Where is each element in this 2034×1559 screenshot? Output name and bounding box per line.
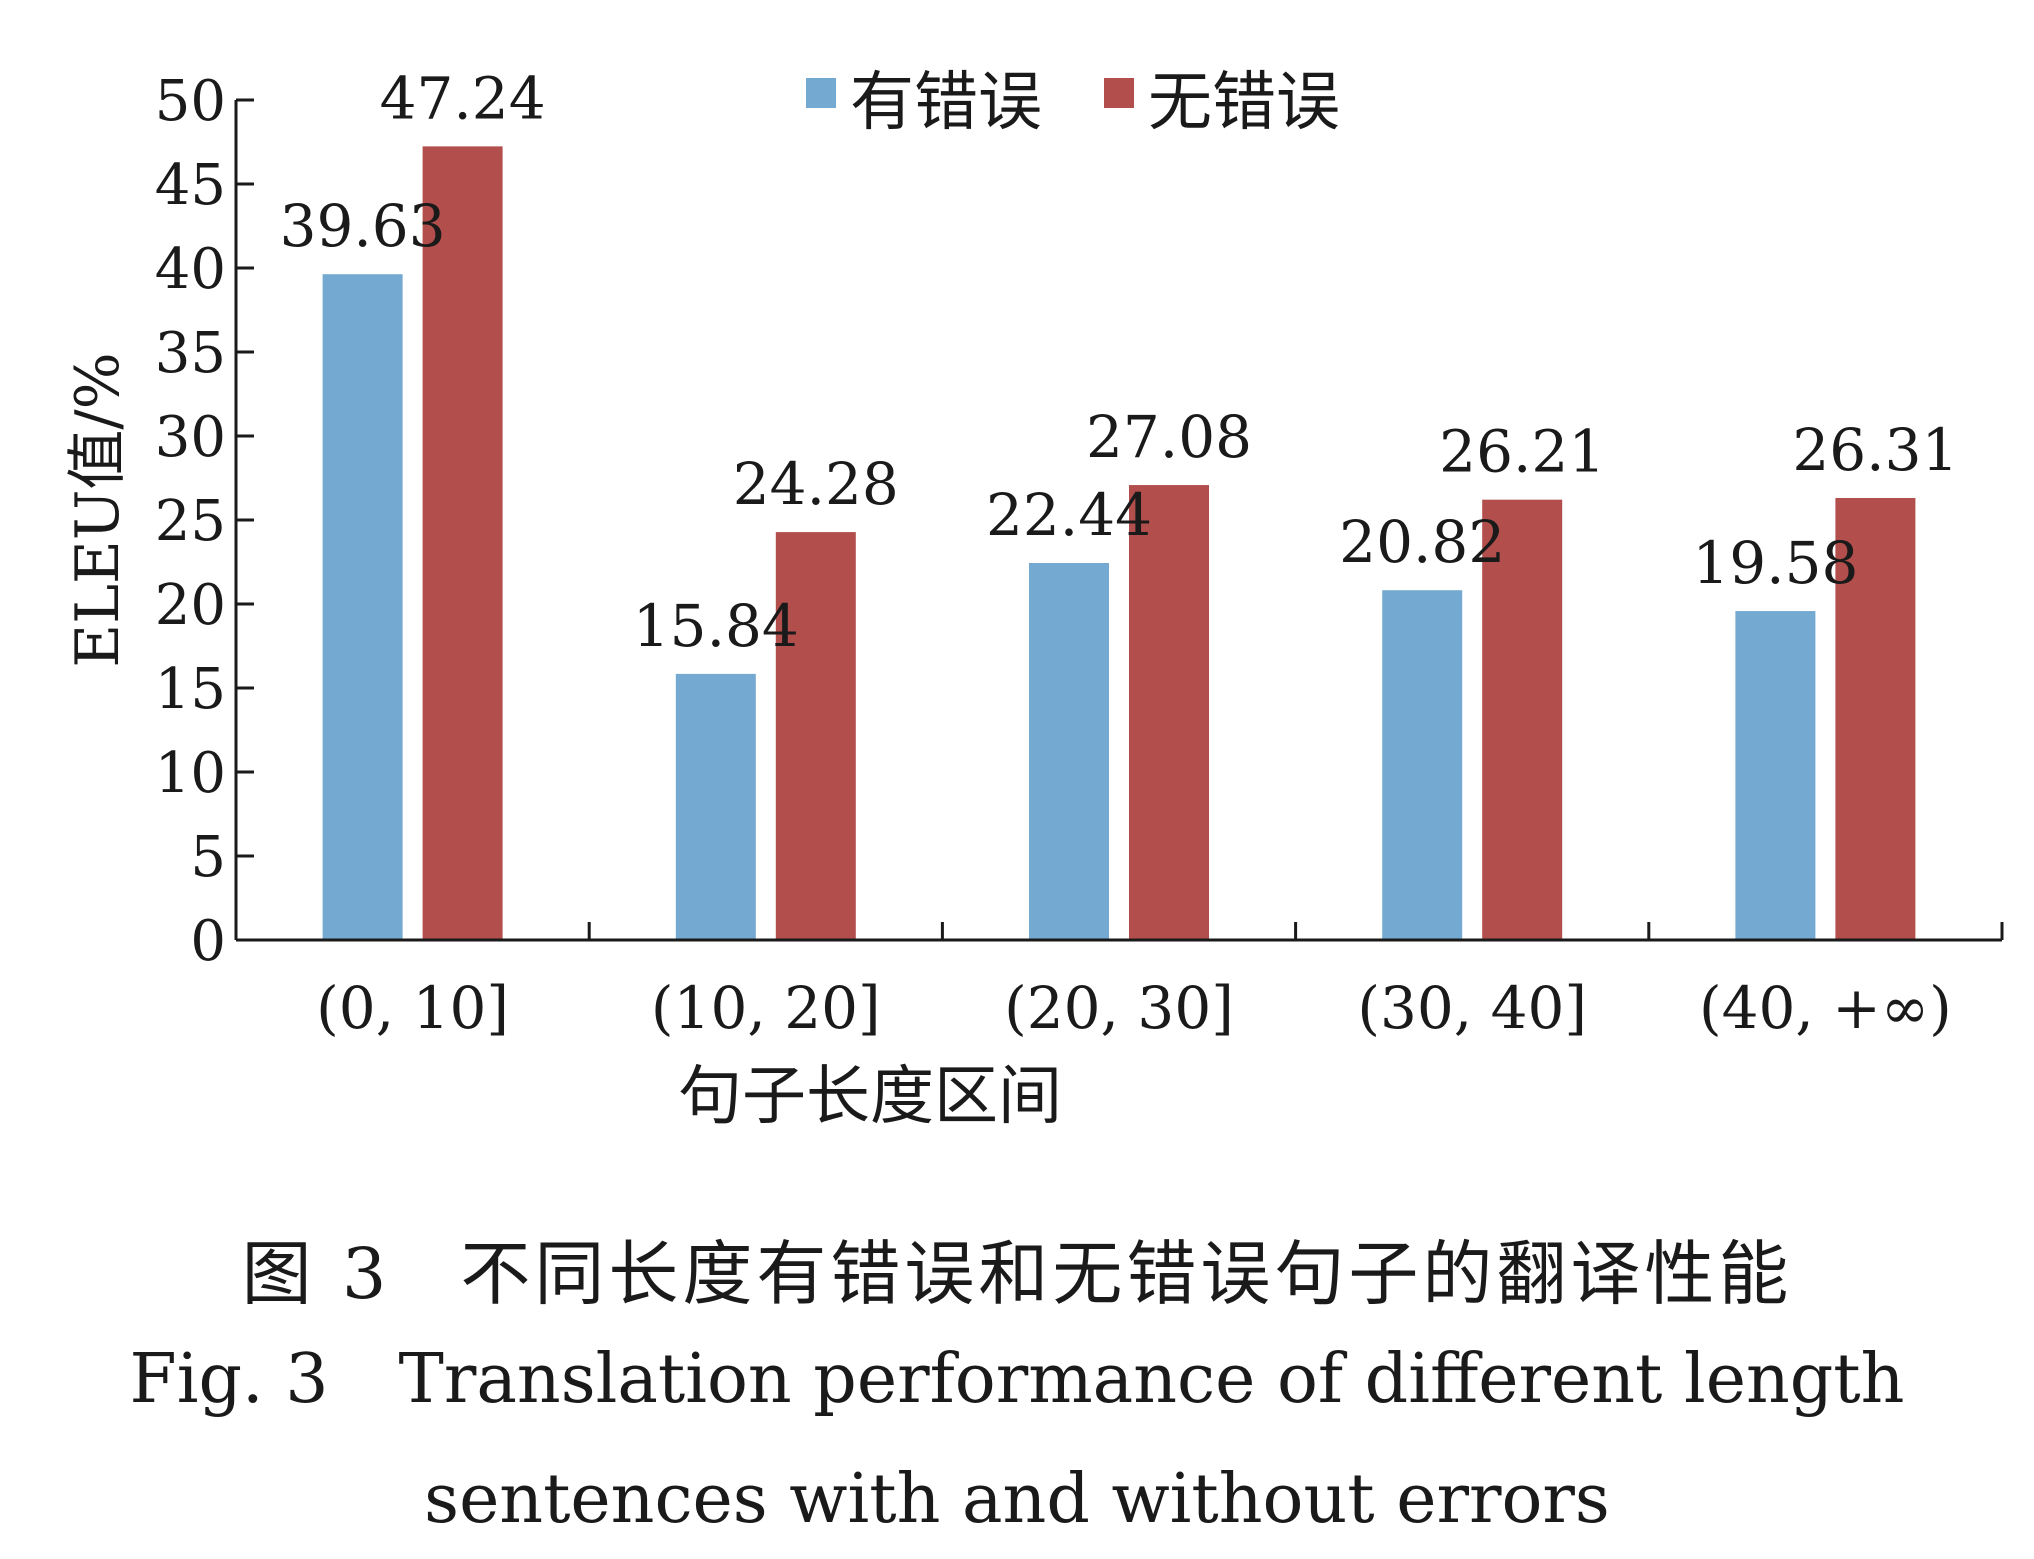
bar-s2-5 bbox=[1835, 497, 1916, 940]
data-label-s2-2: 24.28 bbox=[733, 450, 899, 518]
caption-zh-number: 图 3 bbox=[241, 1233, 391, 1315]
y-tick-label-5: 25 bbox=[155, 489, 226, 554]
bar-s2-4 bbox=[1482, 499, 1563, 940]
bar-s1-2 bbox=[675, 673, 756, 940]
figure-caption-zh: 图 3 不同长度有错误和无错误句子的翻译性能 bbox=[0, 1218, 2034, 1319]
figure-caption-en-line2: sentences with and without errors bbox=[0, 1460, 2034, 1539]
data-label-s2-5: 26.31 bbox=[1792, 416, 1958, 484]
x-tick-label-2: (10, 20] bbox=[651, 974, 881, 1042]
x-tick-label-5: (40, +∞) bbox=[1699, 974, 1952, 1042]
x-tick-label-3: (20, 30] bbox=[1004, 974, 1234, 1042]
y-tick-label-1: 5 bbox=[190, 825, 226, 890]
data-label-s2-1: 47.24 bbox=[380, 64, 546, 132]
y-tick-label-7: 35 bbox=[155, 321, 226, 386]
caption-en-number: Fig. 3 bbox=[129, 1340, 329, 1419]
caption-zh-title: 不同长度有错误和无错误句子的翻译性能 bbox=[460, 1233, 1793, 1315]
legend-swatch-1 bbox=[806, 78, 836, 108]
bar-s2-2 bbox=[775, 532, 856, 940]
y-tick-label-6: 30 bbox=[155, 405, 226, 470]
y-tick-label-2: 10 bbox=[155, 741, 226, 806]
data-label-s1-3: 22.44 bbox=[986, 481, 1152, 549]
bar-s1-3 bbox=[1029, 563, 1109, 940]
caption-en-title-line2: sentences with and without errors bbox=[424, 1460, 1610, 1539]
bar-s1-5 bbox=[1735, 611, 1816, 940]
figure-caption-en-line1: Fig. 3 Translation performance of differe… bbox=[0, 1340, 2034, 1419]
x-axis-title: 句子长度区间 bbox=[678, 1060, 1062, 1134]
y-axis-title: ELEU值/% bbox=[63, 352, 133, 667]
bar-chart: 39.63 15.84 22.44 20.82 19.58 47.24 24.28 27.08… bbox=[63, 64, 2004, 1134]
bar-s1-4 bbox=[1382, 590, 1463, 940]
data-label-s2-3: 27.08 bbox=[1086, 403, 1252, 471]
legend-label-2: 无错误 bbox=[1148, 66, 1340, 140]
y-tick-label-10: 50 bbox=[155, 69, 226, 134]
y-tick-label-9: 45 bbox=[155, 153, 226, 218]
data-label-s1-5: 19.58 bbox=[1692, 529, 1858, 597]
x-tick-label-4: (30, 40] bbox=[1357, 974, 1587, 1042]
y-tick-label-4: 20 bbox=[155, 573, 226, 638]
data-label-s1-4: 20.82 bbox=[1339, 508, 1505, 576]
caption-en-title-line1: Translation performance of different len… bbox=[398, 1340, 1905, 1419]
data-label-s2-4: 26.21 bbox=[1439, 418, 1605, 486]
bar-s2-3 bbox=[1129, 485, 1209, 940]
bar-s2-1 bbox=[422, 146, 503, 941]
bar-s1-1 bbox=[322, 274, 403, 940]
y-tick-label-8: 40 bbox=[155, 237, 226, 302]
y-tick-label-3: 15 bbox=[155, 657, 226, 722]
legend-label-1: 有错误 bbox=[850, 66, 1042, 140]
data-label-s1-1: 39.63 bbox=[280, 192, 446, 260]
data-label-s1-2: 15.84 bbox=[633, 592, 799, 660]
x-tick-label-1: (0, 10] bbox=[316, 974, 509, 1042]
y-tick-label-0: 0 bbox=[190, 909, 226, 974]
legend-swatch-2 bbox=[1104, 78, 1134, 108]
